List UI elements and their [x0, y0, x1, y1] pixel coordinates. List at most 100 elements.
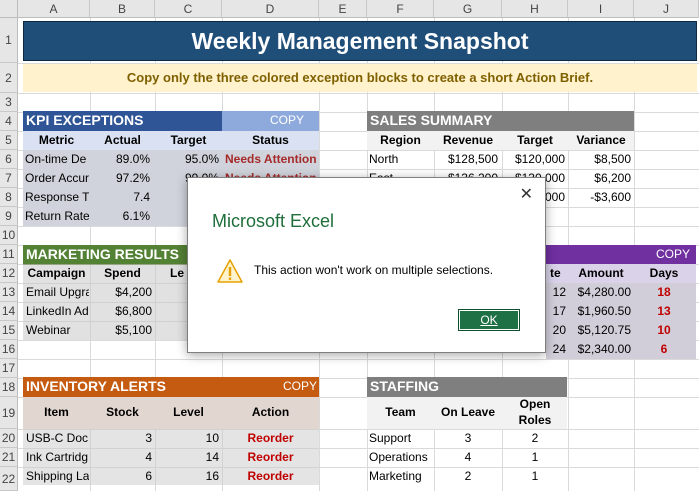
sales-variance[interactable]: $8,500 [594, 152, 631, 166]
staffing-team[interactable]: Support [369, 431, 412, 445]
overdue-date[interactable]: 24 [552, 342, 566, 356]
row-header-1[interactable]: 1 [0, 18, 18, 63]
column-header-d[interactable]: D [222, 0, 319, 18]
kpi-metric[interactable]: Return Rate [25, 209, 89, 223]
column-header-e[interactable]: E [319, 0, 367, 18]
kpi-status[interactable]: Needs Attention [225, 152, 317, 166]
staffing-on-leave[interactable]: 4 [464, 450, 472, 464]
inventory-item[interactable]: USB-C Doc [26, 431, 89, 445]
kpi-metric[interactable]: Order Accur [25, 171, 89, 185]
inventory-item[interactable]: Shipping La [26, 469, 89, 483]
overdue-date[interactable]: 20 [552, 323, 566, 337]
marketing-campaign[interactable]: LinkedIn Ad [26, 304, 89, 318]
row-header-6[interactable]: 6 [0, 150, 18, 169]
overdue-days[interactable]: 10 [657, 323, 671, 337]
column-header-j[interactable]: J [634, 0, 699, 18]
row-header-12[interactable]: 12 [0, 264, 18, 283]
marketing-spend[interactable]: $6,800 [115, 304, 152, 318]
ok-button[interactable]: OK [458, 309, 520, 331]
staffing-team[interactable]: Operations [369, 450, 428, 464]
staffing-open-roles[interactable]: 2 [531, 431, 539, 445]
row-header-21[interactable]: 21 [0, 448, 18, 467]
inventory-header-bar [23, 377, 319, 397]
close-icon[interactable]: ✕ [519, 186, 533, 203]
row-header-13[interactable]: 13 [0, 283, 18, 302]
column-header-i[interactable]: I [568, 0, 634, 18]
inventory-stock[interactable]: 3 [145, 431, 152, 445]
row-header-16[interactable]: 16 [0, 340, 18, 359]
overdue-amount[interactable]: $4,280.00 [577, 285, 631, 299]
row-header-3[interactable]: 3 [0, 93, 18, 112]
staffing-on-leave[interactable]: 2 [464, 469, 472, 483]
row-header-2[interactable]: 2 [0, 63, 18, 93]
kpi-actual[interactable]: 6.1% [122, 209, 150, 223]
sales-variance[interactable]: $6,200 [594, 171, 631, 185]
inventory-level[interactable]: 14 [205, 450, 219, 464]
inventory-action[interactable]: Reorder [247, 431, 294, 445]
overdue-date[interactable]: 17 [552, 304, 566, 318]
sales-region[interactable]: North [369, 152, 399, 166]
row-header-20[interactable]: 20 [0, 429, 18, 448]
row-header-17[interactable]: 17 [0, 359, 18, 378]
inventory-action[interactable]: Reorder [247, 450, 294, 464]
staffing-on-leave[interactable]: 3 [464, 431, 472, 445]
marketing-spend[interactable]: $4,200 [115, 285, 152, 299]
marketing-spend[interactable]: $5,100 [115, 323, 152, 337]
kpi-actual[interactable]: 7.4 [133, 190, 150, 204]
row-header-18[interactable]: 18 [0, 378, 18, 397]
inventory-item[interactable]: Ink Cartridg [26, 450, 89, 464]
select-all-corner[interactable] [0, 0, 18, 18]
overdue-amount[interactable]: $1,960.50 [577, 304, 631, 318]
staffing-open-roles[interactable]: 1 [531, 469, 539, 483]
staffing-open-roles[interactable]: 1 [531, 450, 539, 464]
sales-summary-header: SALES SUMMARY [370, 112, 493, 128]
row-header-14[interactable]: 14 [0, 302, 18, 321]
row-header-9[interactable]: 9 [0, 207, 18, 226]
overdue-amount[interactable]: $5,120.75 [577, 323, 631, 337]
staffing-team[interactable]: Marketing [369, 469, 422, 483]
marketing-results-header: MARKETING RESULTS [26, 246, 179, 262]
kpi-metric[interactable]: On-time De [25, 152, 87, 166]
row-header-11[interactable]: 11 [0, 245, 18, 264]
overdue-days[interactable]: 18 [657, 285, 671, 299]
column-header-a[interactable]: A [18, 0, 90, 18]
row-header-22[interactable]: 22 [0, 467, 18, 491]
inventory-stock[interactable]: 6 [145, 469, 152, 483]
kpi-actual[interactable]: 89.0% [115, 152, 150, 166]
sales-col-target: Target [517, 133, 553, 147]
sales-variance[interactable]: -$3,600 [590, 190, 631, 204]
row-header-8[interactable]: 8 [0, 188, 18, 207]
column-header-f[interactable]: F [367, 0, 434, 18]
overdue-days[interactable]: 13 [657, 304, 671, 318]
row-header-5[interactable]: 5 [0, 131, 18, 150]
inventory-stock[interactable]: 4 [145, 450, 152, 464]
kpi-actual[interactable]: 97.2% [115, 171, 150, 185]
sales-col-revenue: Revenue [442, 133, 494, 147]
overdue-amount[interactable]: $2,340.00 [577, 342, 631, 356]
kpi-metric[interactable]: Response T [25, 190, 89, 204]
row-header-19[interactable]: 19 [0, 397, 18, 429]
marketing-campaign[interactable]: Webinar [26, 323, 71, 337]
column-header-c[interactable]: C [155, 0, 222, 18]
row-header-15[interactable]: 15 [0, 321, 18, 340]
inventory-action[interactable]: Reorder [247, 469, 294, 483]
row-header-10[interactable]: 10 [0, 226, 18, 245]
marketing-col-campaign: Campaign [27, 266, 86, 280]
column-header-h[interactable]: H [502, 0, 568, 18]
overdue-date[interactable]: 12 [552, 285, 566, 299]
marketing-campaign[interactable]: Email Upgra [26, 285, 89, 299]
overdue-col-date: te [550, 266, 561, 280]
sales-revenue[interactable]: $128,500 [447, 152, 498, 166]
overdue-days[interactable]: 6 [660, 342, 668, 356]
instruction-text: Copy only the three colored exception bl… [126, 70, 594, 85]
row-header-7[interactable]: 7 [0, 169, 18, 188]
row-header-4[interactable]: 4 [0, 112, 18, 131]
kpi-target[interactable]: 95.0% [184, 152, 219, 166]
inventory-copy-tag: COPY [283, 379, 318, 393]
sales-target[interactable]: $120,000 [514, 152, 565, 166]
inventory-level[interactable]: 10 [205, 431, 219, 445]
inventory-level[interactable]: 16 [205, 469, 219, 483]
column-header-g[interactable]: G [434, 0, 502, 18]
column-header-b[interactable]: B [90, 0, 155, 18]
sales-target[interactable]: 000 [544, 190, 565, 204]
